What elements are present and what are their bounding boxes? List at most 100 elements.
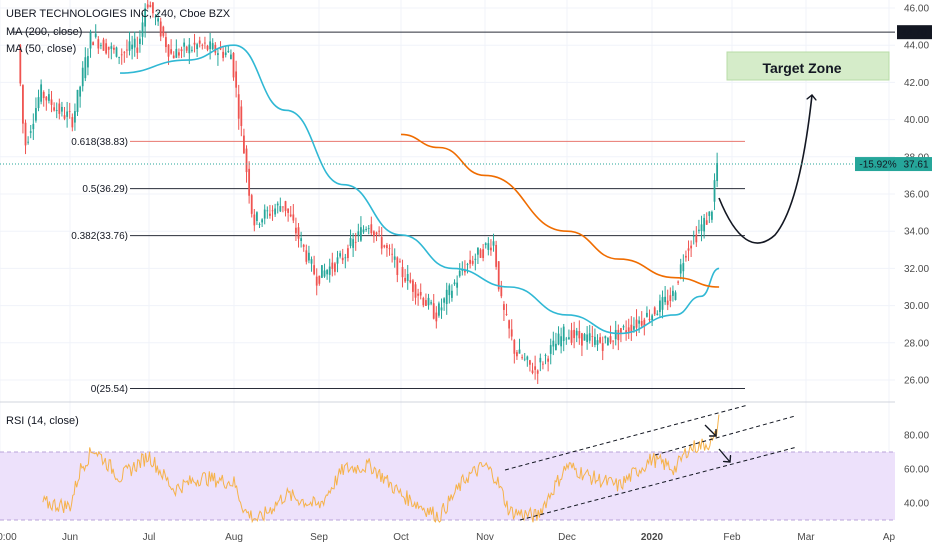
candle-down [570, 330, 573, 343]
candle-down [105, 43, 108, 54]
candle-up [588, 333, 591, 341]
candle-down [253, 214, 256, 226]
candle-up [139, 38, 141, 45]
candle-up [716, 163, 719, 182]
candle-up [84, 57, 87, 79]
rsi-y-tick-label: 60.00 [904, 465, 929, 476]
candle-down [690, 245, 693, 249]
candle-down [315, 276, 318, 286]
candle-up [607, 338, 609, 346]
rsi-y-tick-label: 40.00 [904, 499, 929, 510]
candle-up [453, 282, 456, 285]
candle-down [113, 47, 115, 50]
candle-down [42, 92, 45, 99]
candle-up [633, 326, 635, 330]
candle-up [131, 44, 134, 50]
candle-down [170, 49, 173, 54]
candle-down [136, 47, 139, 53]
candle-down [648, 318, 651, 321]
target-zone [726, 51, 890, 81]
candle-down [24, 122, 27, 146]
candles [19, 0, 719, 385]
candle-down [334, 263, 336, 272]
candle-up [154, 16, 157, 18]
candle-up [279, 206, 282, 212]
ma50-line [120, 44, 720, 335]
candle-up [474, 258, 477, 260]
candle-up [406, 274, 409, 281]
candle-down [482, 249, 485, 258]
candle-down [354, 241, 357, 243]
candle-down [63, 115, 66, 119]
candle-down [201, 44, 204, 46]
candle-up [48, 94, 50, 101]
candle-down [295, 227, 297, 234]
candle-down [404, 277, 407, 282]
candle-up [157, 18, 160, 22]
x-tick-label: Aug [225, 532, 243, 543]
candle-up [328, 266, 331, 275]
candle-up [336, 257, 339, 264]
candle-down [547, 358, 550, 362]
candle-down [705, 220, 708, 225]
candle-up [461, 270, 464, 272]
candle-down [297, 227, 300, 239]
candle-up [118, 57, 121, 58]
candle-up [217, 53, 219, 55]
candle-up [87, 56, 89, 68]
candle-down [529, 360, 531, 365]
candle-up [560, 336, 563, 347]
candle-up [661, 297, 664, 310]
candle-up [183, 42, 186, 47]
candle-down [305, 250, 308, 262]
candle-up [427, 297, 430, 306]
candle-down [471, 260, 474, 264]
candle-up [646, 312, 648, 317]
candle-down [250, 195, 253, 214]
candle-up [196, 44, 199, 50]
candle-down [313, 265, 316, 275]
candle-up [32, 123, 35, 130]
candle-down [375, 232, 378, 235]
candle-down [180, 49, 183, 52]
target-zone-label: Target Zone [762, 60, 841, 76]
candle-up [274, 208, 277, 215]
moving-averages [120, 44, 720, 335]
candle-down [479, 249, 482, 258]
candle-down [22, 85, 24, 124]
candle-down [235, 71, 238, 88]
candle-up [81, 67, 84, 87]
rsi-band [0, 451, 895, 521]
candle-up [440, 307, 443, 311]
candle-up [261, 219, 264, 223]
candle-down [464, 269, 466, 273]
candle-up [443, 298, 446, 303]
candle-down [380, 237, 383, 249]
candle-down [149, 5, 152, 8]
rsi-channel-bottom [519, 446, 798, 521]
rsi-arrow-1 [704, 424, 716, 436]
candle-down [432, 303, 435, 319]
candle-down [126, 49, 128, 51]
candle-down [204, 42, 206, 44]
drawings [504, 95, 812, 521]
candle-down [206, 45, 209, 50]
candle-up [552, 340, 555, 347]
candle-up [367, 228, 370, 229]
candle-down [469, 259, 472, 264]
candle-down [107, 46, 110, 50]
candle-down [505, 313, 508, 315]
candle-down [318, 275, 321, 284]
candle-down [497, 261, 500, 290]
candle-down [383, 245, 386, 247]
candle-down [620, 328, 622, 333]
candle-up [586, 334, 589, 343]
candle-down [386, 245, 388, 249]
candle-down [102, 39, 105, 51]
candle-down [500, 285, 503, 297]
candle-down [243, 135, 245, 154]
candle-up [310, 259, 313, 264]
candle-up [651, 315, 654, 321]
candle-down [152, 2, 154, 14]
candle-down [666, 300, 669, 305]
